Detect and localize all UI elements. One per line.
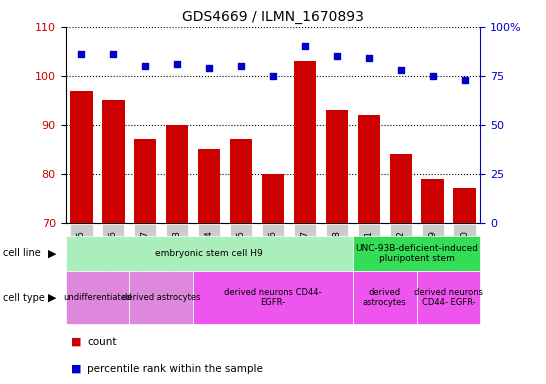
Text: cell type: cell type — [3, 293, 45, 303]
Point — [237, 63, 246, 69]
Text: derived astrocytes: derived astrocytes — [122, 293, 200, 302]
Point — [428, 73, 437, 79]
Bar — [230, 139, 252, 223]
Bar — [389, 154, 412, 223]
Bar — [353, 271, 417, 324]
Point — [364, 55, 373, 61]
Text: undifferentiated: undifferentiated — [63, 293, 132, 302]
Text: ■: ■ — [71, 364, 81, 374]
Text: derived neurons CD44-
EGFR-: derived neurons CD44- EGFR- — [224, 288, 322, 307]
Text: embryonic stem cell H9: embryonic stem cell H9 — [155, 249, 263, 258]
Point — [109, 51, 118, 57]
Bar — [262, 174, 284, 223]
Text: cell line: cell line — [3, 248, 40, 258]
Bar — [66, 236, 353, 271]
Text: derived
astrocytes: derived astrocytes — [363, 288, 407, 307]
Bar — [193, 271, 353, 324]
Point — [141, 63, 150, 69]
Point — [460, 77, 469, 83]
Bar — [453, 189, 476, 223]
Bar — [70, 91, 93, 223]
Title: GDS4669 / ILMN_1670893: GDS4669 / ILMN_1670893 — [182, 10, 364, 25]
Bar — [353, 236, 480, 271]
Bar — [134, 139, 157, 223]
Bar — [102, 100, 124, 223]
Text: count: count — [87, 337, 117, 347]
Text: ■: ■ — [71, 337, 81, 347]
Point — [300, 43, 309, 50]
Point — [173, 61, 182, 67]
Point — [333, 53, 341, 59]
Point — [205, 65, 213, 71]
Point — [77, 51, 86, 57]
Bar — [129, 271, 193, 324]
Bar — [198, 149, 221, 223]
Text: ▶: ▶ — [48, 248, 56, 258]
Bar — [358, 115, 380, 223]
Text: UNC-93B-deficient-induced
pluripotent stem: UNC-93B-deficient-induced pluripotent st… — [355, 244, 478, 263]
Text: percentile rank within the sample: percentile rank within the sample — [87, 364, 263, 374]
Text: derived neurons
CD44- EGFR-: derived neurons CD44- EGFR- — [414, 288, 483, 307]
Bar — [417, 271, 480, 324]
Bar — [325, 110, 348, 223]
Bar — [66, 271, 129, 324]
Bar — [294, 61, 316, 223]
Point — [269, 73, 277, 79]
Bar — [422, 179, 444, 223]
Text: ▶: ▶ — [48, 293, 56, 303]
Bar — [166, 125, 188, 223]
Point — [396, 67, 405, 73]
